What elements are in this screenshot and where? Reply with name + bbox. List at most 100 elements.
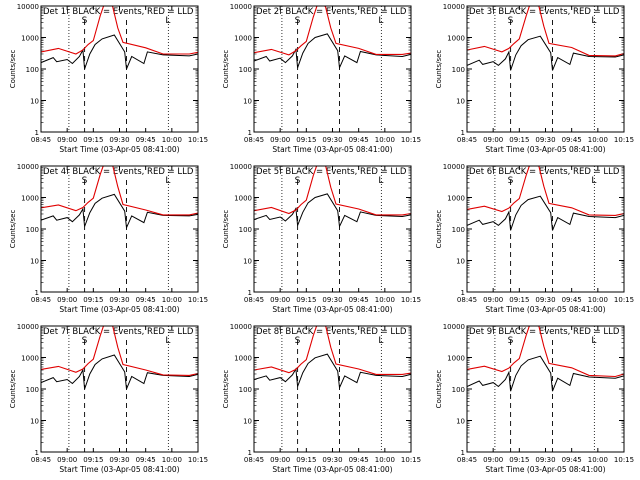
y-tick-label: 1000 — [234, 195, 252, 203]
y-tick-label: 100 — [26, 226, 39, 234]
marker-label: S — [82, 16, 88, 26]
plot-frame — [40, 165, 199, 293]
x-axis-label: Start Time (03-Apr-05 08:41:00) — [272, 305, 392, 314]
x-tick-label: 10:00 — [375, 136, 395, 144]
y-tick-label: 10000 — [230, 163, 252, 171]
x-tick-label: 09:45 — [136, 136, 156, 144]
y-axis-label: Counts/sec — [222, 370, 230, 409]
x-tick-label: 10:15 — [188, 456, 208, 464]
y-tick-label: 10000 — [443, 323, 465, 331]
x-tick-label: 10:00 — [375, 296, 395, 304]
panel-title: Det 2r BLACK = Events, RED = LLD — [256, 7, 407, 17]
y-tick-label: 100 — [452, 226, 465, 234]
plot-frame — [466, 325, 625, 453]
x-axis-label: Start Time (03-Apr-05 08:41:00) — [59, 305, 179, 314]
y-tick-label: 1 — [35, 449, 39, 457]
y-tick-label: 10000 — [17, 3, 39, 11]
y-tick-label: 1 — [461, 449, 465, 457]
marker-label: S — [82, 176, 88, 186]
y-tick-label: 100 — [26, 66, 39, 74]
x-tick-label: 09:15 — [83, 136, 103, 144]
panel-title: Det 8r BLACK = Events, RED = LLD — [256, 327, 407, 337]
series-events — [254, 193, 411, 229]
marker-label: L — [165, 16, 170, 26]
x-tick-label: 08:45 — [31, 456, 51, 464]
x-tick-label: 09:45 — [349, 296, 369, 304]
y-tick-label: 10 — [30, 258, 39, 266]
series-lld — [254, 326, 411, 375]
series-lld — [467, 166, 624, 216]
x-tick-label: 09:00 — [483, 456, 503, 464]
y-tick-label: 1000 — [21, 35, 39, 43]
y-axis-label: Counts/sec — [435, 370, 443, 409]
y-tick-label: 100 — [26, 386, 39, 394]
x-tick-label: 09:30 — [322, 136, 342, 144]
plot-frame — [253, 325, 412, 453]
x-tick-label: 09:15 — [83, 456, 103, 464]
x-tick-label: 09:15 — [296, 136, 316, 144]
y-tick-label: 1 — [461, 129, 465, 137]
y-tick-label: 1 — [248, 289, 252, 297]
y-tick-label: 1000 — [234, 35, 252, 43]
x-tick-label: 10:00 — [162, 136, 182, 144]
x-tick-label: 09:15 — [296, 296, 316, 304]
y-axis-label: Counts/sec — [222, 50, 230, 89]
y-axis-label: Counts/sec — [222, 210, 230, 249]
x-tick-label: 09:00 — [57, 136, 77, 144]
series-events — [467, 195, 624, 231]
x-tick-label: 10:00 — [588, 296, 608, 304]
y-tick-label: 10 — [30, 98, 39, 106]
y-tick-label: 100 — [452, 66, 465, 74]
x-tick-label: 09:45 — [562, 456, 582, 464]
marker-label: L — [165, 176, 170, 186]
x-tick-label: 09:45 — [349, 456, 369, 464]
y-tick-label: 100 — [239, 226, 252, 234]
x-tick-label: 09:00 — [483, 136, 503, 144]
series-events — [467, 355, 624, 392]
x-tick-label: 10:15 — [401, 456, 421, 464]
y-tick-label: 10 — [243, 258, 252, 266]
x-tick-label: 09:15 — [296, 456, 316, 464]
x-tick-label: 08:45 — [457, 136, 477, 144]
x-tick-label: 10:00 — [375, 456, 395, 464]
y-axis-label: Counts/sec — [435, 50, 443, 89]
marker-label: S — [508, 336, 514, 346]
marker-label: S — [82, 336, 88, 346]
y-tick-label: 1000 — [447, 355, 465, 363]
marker-label: L — [378, 176, 383, 186]
marker-label: L — [378, 336, 383, 346]
x-tick-label: 10:15 — [401, 296, 421, 304]
x-tick-label: 10:15 — [614, 456, 634, 464]
y-tick-label: 1 — [248, 129, 252, 137]
x-tick-label: 09:00 — [270, 136, 290, 144]
y-tick-label: 10 — [456, 258, 465, 266]
series-lld — [41, 326, 198, 376]
marker-label: S — [295, 176, 301, 186]
marker-label: L — [591, 336, 596, 346]
x-tick-label: 08:45 — [244, 296, 264, 304]
y-tick-label: 100 — [239, 66, 252, 74]
x-tick-label: 10:00 — [162, 296, 182, 304]
series-lld — [467, 326, 624, 378]
series-events — [467, 35, 624, 71]
y-axis-label: Counts/sec — [435, 210, 443, 249]
x-tick-label: 10:15 — [401, 136, 421, 144]
x-tick-label: 09:15 — [509, 456, 529, 464]
x-tick-label: 09:15 — [83, 296, 103, 304]
x-tick-label: 09:00 — [483, 296, 503, 304]
x-tick-label: 09:30 — [535, 136, 555, 144]
x-tick-label: 08:45 — [457, 456, 477, 464]
x-axis-label: Start Time (03-Apr-05 08:41:00) — [485, 305, 605, 314]
x-axis-label: Start Time (03-Apr-05 08:41:00) — [485, 465, 605, 474]
panel-title: Det 4r BLACK = Events, RED = LLD — [43, 167, 194, 177]
y-axis-label: Counts/sec — [9, 50, 17, 89]
x-tick-label: 10:15 — [614, 136, 634, 144]
series-events — [41, 34, 198, 70]
y-tick-label: 10 — [456, 418, 465, 426]
x-tick-label: 09:30 — [109, 456, 129, 464]
series-lld — [254, 6, 411, 56]
